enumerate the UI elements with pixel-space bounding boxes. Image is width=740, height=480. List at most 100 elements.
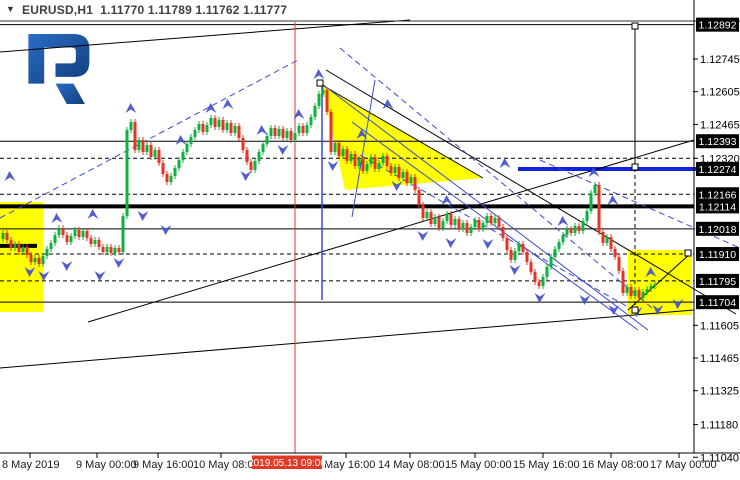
candle <box>141 140 145 152</box>
candle <box>389 166 393 173</box>
fractal-up-icon <box>4 171 16 181</box>
object-anchor <box>684 249 692 257</box>
candle <box>373 157 377 169</box>
candle <box>61 228 65 235</box>
fractal-up-icon <box>382 99 394 109</box>
candle <box>613 249 617 257</box>
candle <box>13 244 17 248</box>
candle <box>357 159 361 166</box>
candle <box>481 223 485 229</box>
price-tick-label: 1.12465 <box>700 119 740 131</box>
candle <box>201 124 205 132</box>
candle <box>257 152 261 161</box>
fractal-down-icon <box>24 267 36 277</box>
candle <box>97 240 101 247</box>
candle <box>397 167 401 178</box>
candle <box>49 243 53 249</box>
fractal-up-icon <box>51 213 63 223</box>
candle <box>541 277 545 286</box>
fractal-up-icon <box>175 135 187 145</box>
time-tick-label: May 16:00 <box>324 459 375 471</box>
candle <box>33 258 37 262</box>
price-tick-label: 1.11180 <box>700 420 738 432</box>
candle <box>429 212 433 224</box>
object-anchor <box>631 22 639 30</box>
trendline <box>0 19 411 53</box>
candle <box>545 267 549 277</box>
candle <box>589 193 593 211</box>
time-tick-label: 15 May 16:00 <box>513 459 580 471</box>
candle <box>365 164 369 171</box>
candle <box>521 244 525 252</box>
fractal-down-icon <box>94 271 106 281</box>
candle <box>125 130 129 216</box>
candle <box>553 249 557 257</box>
trendline <box>359 154 629 308</box>
candle <box>169 176 173 182</box>
price-level-badge-label: 1.12166 <box>699 189 737 201</box>
fractal-up-icon <box>499 158 511 168</box>
fractal-up-icon <box>205 103 217 113</box>
logo-leg-shape <box>55 83 85 104</box>
candle <box>197 124 201 130</box>
trendline <box>0 59 299 219</box>
candle <box>233 126 237 133</box>
candle <box>605 237 609 243</box>
candle <box>529 262 533 272</box>
candle <box>65 235 69 242</box>
candle <box>409 177 413 183</box>
candle <box>329 112 333 152</box>
price-level-badge-label: 1.11910 <box>699 249 736 261</box>
price-tick-label: 1.12745 <box>700 54 740 66</box>
symbol-ohlc-title: EURUSD,H1 1.11770 1.11789 1.11762 1.1177… <box>22 3 288 17</box>
candle <box>405 172 409 183</box>
candle <box>417 190 421 205</box>
candle <box>345 149 349 161</box>
candle <box>621 271 625 293</box>
candle <box>273 128 277 136</box>
candle <box>77 230 81 237</box>
candle <box>629 287 633 296</box>
candle <box>57 228 61 235</box>
price-tick-label: 1.12605 <box>700 87 740 99</box>
candle <box>1 233 5 239</box>
candle <box>565 229 569 235</box>
candle <box>445 214 449 221</box>
candle <box>497 218 501 227</box>
candle <box>617 257 621 271</box>
candle <box>17 244 21 252</box>
price-level-badge <box>696 162 739 177</box>
price-level-badge-label: 1.11795 <box>699 276 736 288</box>
candle <box>81 231 85 237</box>
object-anchor <box>631 306 639 314</box>
candle <box>149 145 153 157</box>
candle <box>653 284 657 286</box>
candle <box>525 252 529 262</box>
fractal-up-icon <box>356 129 368 139</box>
candle <box>225 123 229 130</box>
candle <box>505 238 509 250</box>
candle <box>301 126 305 133</box>
candle <box>433 217 437 224</box>
price-level-badge-label: 1.12892 <box>699 20 737 32</box>
fractal-up-icon <box>222 99 234 109</box>
candle <box>385 156 389 166</box>
fractal-up-icon <box>87 209 99 219</box>
candle <box>281 129 285 138</box>
price-level-badge <box>696 17 739 32</box>
candle <box>5 233 9 240</box>
candle <box>217 120 221 127</box>
chevron-down-icon[interactable]: ▼ <box>6 4 15 14</box>
candle <box>277 129 281 136</box>
candle <box>457 219 461 229</box>
candle <box>221 120 225 130</box>
price-level-badge <box>696 273 739 288</box>
candle <box>229 123 233 133</box>
candle <box>649 286 653 289</box>
candle <box>421 205 425 218</box>
candle <box>569 229 573 233</box>
candle <box>641 292 645 298</box>
candle <box>377 163 381 169</box>
